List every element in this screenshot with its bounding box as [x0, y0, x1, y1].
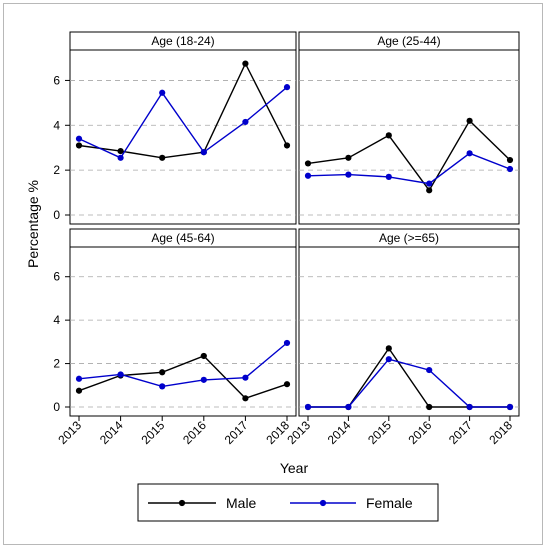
data-point-female [345, 403, 352, 411]
series-line-male [307, 119, 511, 192]
data-point-female [506, 165, 514, 173]
series-line-male [78, 355, 288, 400]
y-tick-label: 0 [53, 400, 60, 414]
x-tick-label: 2015 [365, 418, 394, 447]
data-point-female [506, 403, 514, 411]
y-tick-label: 2 [53, 163, 60, 177]
panel-frame [298, 31, 520, 225]
x-tick-label: 2017 [446, 418, 475, 447]
data-point-female [159, 383, 166, 390]
panel-strip [298, 228, 520, 248]
data-point-female [385, 356, 392, 363]
y-tick-label: 2 [53, 357, 60, 371]
panel-frame [69, 31, 297, 225]
y-axis-title: Percentage % [25, 180, 41, 268]
panel-title: Age (>=65) [379, 231, 439, 245]
data-point-male [426, 403, 433, 411]
data-point-male [117, 147, 124, 155]
legend-label-male: Male [226, 495, 257, 511]
data-point-female [159, 89, 166, 96]
x-axis-title: Year [280, 460, 309, 476]
panel-frame [69, 228, 297, 417]
data-point-female [242, 374, 249, 381]
data-point-female [117, 154, 124, 161]
data-point-male [242, 60, 249, 67]
y-tick-label: 6 [53, 270, 60, 284]
x-tick-label: 2015 [139, 418, 168, 447]
data-point-male [159, 369, 166, 376]
panel-strip [69, 228, 297, 248]
series-line-female [308, 358, 510, 408]
x-tick-label: 2014 [97, 418, 126, 447]
x-tick-label: 2018 [486, 418, 515, 447]
data-point-female [304, 403, 312, 411]
panel-title: Age (45-64) [151, 231, 214, 245]
data-point-female [283, 339, 291, 347]
data-point-male [506, 156, 514, 164]
figure-frame [3, 3, 543, 545]
panel-title: Age (18-24) [151, 34, 214, 48]
x-tick-label: 2016 [180, 418, 209, 447]
data-point-female [345, 171, 352, 178]
x-tick-label: 2013 [284, 418, 313, 447]
data-point-male [283, 381, 291, 388]
data-point-male [304, 160, 312, 167]
data-point-male [283, 142, 291, 149]
data-point-female [75, 135, 83, 142]
panel-frame [298, 228, 520, 417]
x-tick-label: 2014 [325, 418, 354, 447]
data-point-female [200, 376, 207, 383]
y-tick-label: 4 [53, 118, 60, 132]
data-point-female [283, 84, 291, 91]
legend-marker-male [178, 499, 186, 507]
data-point-female [426, 180, 433, 187]
data-point-female [385, 173, 392, 180]
data-point-male [75, 387, 83, 394]
data-point-female [75, 375, 83, 382]
data-point-male [200, 352, 207, 360]
data-point-male [426, 187, 433, 194]
series-line-female [307, 152, 511, 185]
y-tick-label: 6 [53, 73, 60, 87]
y-tick-label: 4 [53, 313, 60, 327]
panel-title: Age (25-44) [377, 34, 440, 48]
legend-label-female: Female [366, 495, 413, 511]
x-tick-label: 2013 [55, 418, 84, 447]
data-point-female [117, 371, 124, 378]
data-point-female [200, 149, 207, 156]
panel-strip [298, 31, 520, 51]
data-point-female [304, 172, 312, 179]
data-point-female [242, 118, 249, 126]
data-point-male [466, 117, 473, 124]
series-line-male [78, 62, 288, 159]
data-point-female [466, 150, 473, 157]
x-tick-label: 2017 [222, 418, 251, 447]
y-tick-label: 0 [53, 208, 60, 222]
legend-marker-female [319, 499, 327, 507]
data-point-male [242, 395, 249, 402]
data-point-male [159, 154, 166, 161]
data-point-male [345, 154, 352, 161]
panel-strip [69, 31, 297, 51]
data-point-female [426, 366, 433, 374]
series-line-female [78, 86, 288, 159]
data-point-male [385, 345, 392, 352]
data-point-female [466, 403, 473, 411]
data-point-male [75, 142, 83, 149]
series-line-female [78, 342, 288, 388]
data-point-male [385, 132, 392, 139]
x-tick-label: 2016 [406, 418, 435, 447]
